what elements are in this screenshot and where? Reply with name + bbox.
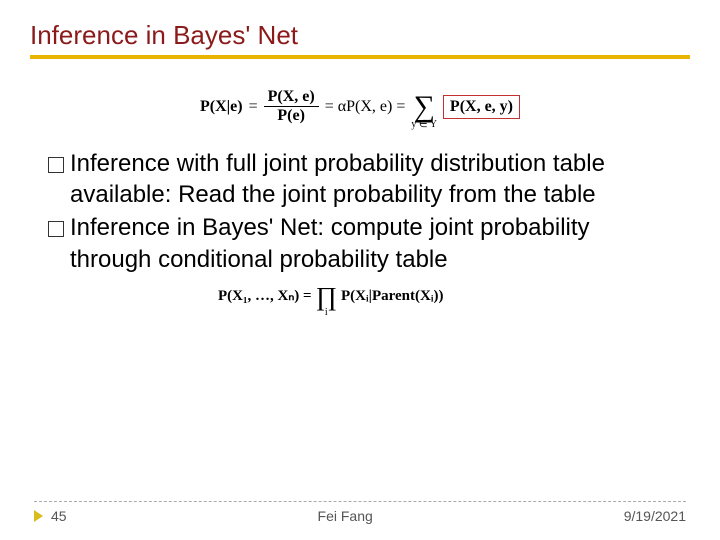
sum-lower: y ∈ Y bbox=[411, 120, 437, 130]
formula1-mid: = αP(X, e) = bbox=[325, 98, 406, 116]
bullet-item: Inference with full joint probability di… bbox=[48, 148, 672, 210]
formula1-num: P(X, e) bbox=[264, 88, 319, 107]
bullet-item: Inference in Bayes' Net: compute joint p… bbox=[48, 212, 672, 274]
slide-title: Inference in Bayes' Net bbox=[30, 20, 690, 51]
bullet-text: Inference with full joint probability di… bbox=[70, 148, 672, 210]
sum-operator: ∑ y ∈ Y bbox=[411, 83, 437, 130]
sigma-icon: ∑ bbox=[413, 93, 434, 120]
prod-lower: i bbox=[325, 308, 328, 318]
page-number: 45 bbox=[51, 508, 67, 524]
formula-2: P(X₁, …, Xₙ) = ∏ i P(Xᵢ|Parent(Xᵢ)) bbox=[218, 275, 443, 318]
title-area: Inference in Bayes' Net bbox=[0, 0, 720, 69]
formula1-boxed: P(X, e, y) bbox=[443, 95, 520, 119]
pi-icon: ∏ bbox=[316, 285, 337, 308]
checkbox-icon bbox=[48, 157, 64, 173]
checkbox-icon bbox=[48, 221, 64, 237]
formula-1: P(X|e) = P(X, e) P(e) = αP(X, e) = ∑ y ∈… bbox=[0, 83, 720, 130]
footer-left: 45 bbox=[34, 508, 67, 524]
footer-author: Fei Fang bbox=[67, 508, 624, 524]
title-underline bbox=[30, 55, 690, 59]
triangle-icon bbox=[34, 510, 43, 522]
slide: Inference in Bayes' Net P(X|e) = P(X, e)… bbox=[0, 0, 720, 540]
formula1-den: P(e) bbox=[273, 107, 309, 125]
footer-divider bbox=[34, 501, 686, 502]
formula1-fraction: P(X, e) P(e) bbox=[264, 88, 319, 124]
equals-1: = bbox=[249, 98, 258, 116]
formula1-lhs: P(X|e) bbox=[200, 98, 243, 116]
formula2-lhs: P(X₁, …, Xₙ) = bbox=[218, 287, 312, 307]
footer: 45 Fei Fang 9/19/2021 bbox=[0, 501, 720, 524]
formula2-rhs: P(Xᵢ|Parent(Xᵢ)) bbox=[341, 287, 443, 307]
product-operator: ∏ i bbox=[316, 275, 337, 318]
bullet-text: Inference in Bayes' Net: compute joint p… bbox=[70, 212, 672, 274]
footer-date: 9/19/2021 bbox=[624, 508, 686, 524]
body-text: Inference with full joint probability di… bbox=[0, 140, 720, 318]
